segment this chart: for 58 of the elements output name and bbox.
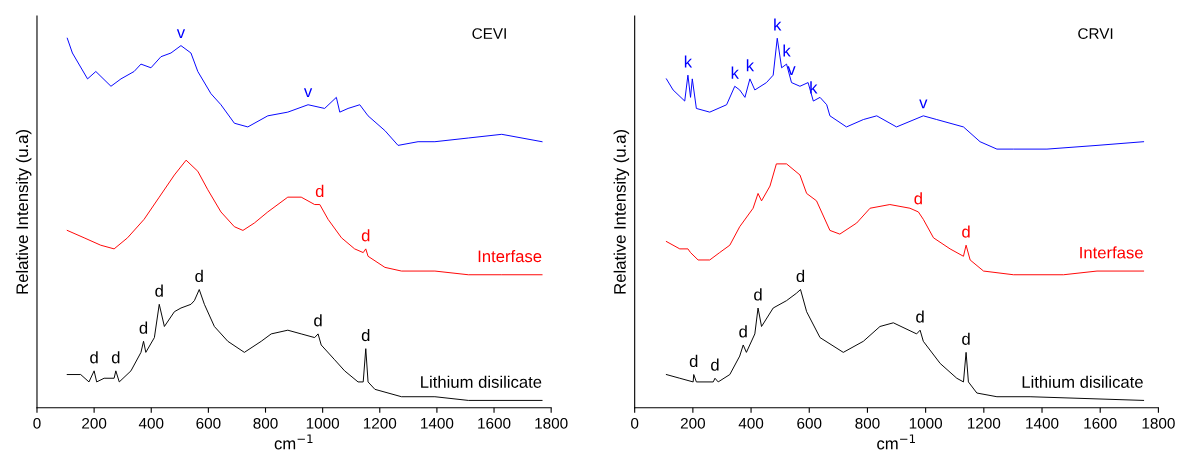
x-tick-label: 800: [253, 417, 278, 429]
annotation: v: [919, 99, 928, 109]
annotation: k: [684, 55, 693, 68]
annotation: d: [90, 351, 98, 364]
annotation: d: [139, 321, 148, 334]
annotation: v: [787, 66, 796, 75]
annotation: d: [754, 288, 762, 301]
x-tick-label: 600: [797, 417, 822, 429]
annotation: v: [303, 88, 313, 98]
x-axis-title: cm$^{−1}$: [877, 434, 915, 450]
annotation: CRVI: [1078, 28, 1113, 40]
annotation: CEVI: [472, 28, 506, 40]
annotation: v: [176, 29, 186, 38]
x-axis-title: cm$^{−1}$: [274, 434, 313, 450]
x-tick-label: 1200: [363, 417, 397, 429]
x-tick-label: 1200: [968, 417, 1001, 429]
x-tick-label: 1600: [1084, 417, 1117, 429]
series-label: Interfase: [478, 250, 542, 263]
annotation: d: [711, 358, 719, 371]
annotation: d: [155, 284, 163, 297]
annotation: d: [916, 310, 924, 323]
annotation: k: [746, 59, 755, 72]
x-tick-label: 1000: [306, 417, 340, 429]
x-tick-label: 1400: [1026, 417, 1059, 429]
x-tick-label: 800: [855, 417, 880, 429]
y-axis-title: Relative Intensity (u.a): [613, 130, 630, 294]
annotation: k: [774, 18, 782, 31]
annotation: k: [731, 66, 739, 79]
x-tick-label: 600: [196, 417, 221, 429]
annotation: d: [739, 325, 747, 338]
x-tick-label: 400: [138, 417, 164, 429]
annotation: k: [810, 81, 818, 94]
x-tick-label: 400: [738, 417, 764, 429]
x-tick-label: 200: [680, 417, 706, 429]
annotation: d: [111, 351, 120, 364]
annotation: d: [796, 269, 805, 283]
x-tick-label: 1800: [535, 417, 568, 429]
annotation: d: [914, 192, 922, 205]
x-tick-label: 200: [82, 417, 107, 429]
annotation: d: [361, 328, 370, 342]
annotation: d: [314, 314, 322, 327]
x-tick-label: 0: [631, 417, 639, 429]
series-label: Interfase: [1080, 246, 1143, 259]
x-tick-label: 1800: [1142, 417, 1175, 429]
annotation: k: [783, 44, 791, 57]
x-tick-label: 1400: [421, 417, 454, 429]
y-axis-title: Relative Intensity (u.a): [15, 130, 32, 294]
series-label: Lithium disilicate: [421, 375, 542, 388]
series-label: Lithium disilicate: [1022, 375, 1143, 388]
annotation: d: [315, 184, 324, 198]
annotation: d: [361, 229, 370, 242]
x-tick-label: 0: [33, 417, 41, 429]
annotation: d: [195, 269, 203, 283]
annotation: d: [962, 332, 970, 345]
annotation: d: [962, 225, 970, 238]
x-tick-label: 1000: [909, 417, 943, 429]
annotation: d: [689, 354, 698, 368]
x-tick-label: 1600: [478, 417, 511, 429]
